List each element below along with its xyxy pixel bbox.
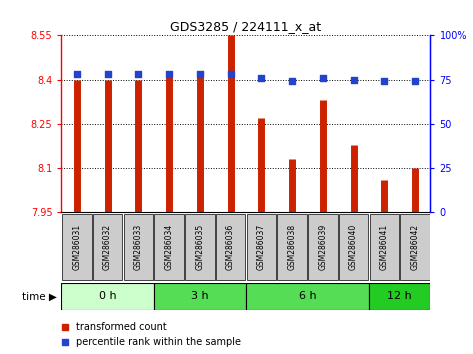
Bar	[62, 214, 92, 280]
Text: 3 h: 3 h	[191, 291, 209, 302]
Bar	[154, 283, 246, 310]
Point	[134, 72, 142, 77]
Text: GSM286032: GSM286032	[103, 224, 112, 270]
Text: GSM286034: GSM286034	[165, 224, 174, 270]
Point	[166, 72, 173, 77]
Title: GDS3285 / 224111_x_at: GDS3285 / 224111_x_at	[170, 20, 322, 33]
Bar	[185, 214, 215, 280]
Text: GSM286038: GSM286038	[288, 224, 297, 270]
Bar	[216, 214, 245, 280]
Bar	[277, 214, 307, 280]
Point	[257, 75, 265, 81]
Bar	[93, 214, 123, 280]
Text: 6 h: 6 h	[298, 291, 316, 302]
Point	[411, 79, 419, 84]
Bar	[246, 283, 369, 310]
Text: time ▶: time ▶	[22, 291, 57, 302]
Text: GSM286037: GSM286037	[257, 224, 266, 270]
Point	[350, 77, 358, 82]
Bar	[61, 283, 154, 310]
Bar	[400, 214, 430, 280]
Text: GSM286033: GSM286033	[134, 224, 143, 270]
Bar	[123, 214, 153, 280]
Text: GSM286041: GSM286041	[380, 224, 389, 270]
Text: GSM286036: GSM286036	[226, 224, 235, 270]
Point	[73, 72, 80, 77]
Text: GSM286042: GSM286042	[411, 224, 420, 270]
Text: percentile rank within the sample: percentile rank within the sample	[76, 337, 241, 347]
Point	[196, 72, 203, 77]
Text: 0 h: 0 h	[99, 291, 116, 302]
Bar	[154, 214, 184, 280]
Text: GSM286039: GSM286039	[318, 224, 327, 270]
Bar	[369, 283, 430, 310]
Point	[227, 72, 235, 77]
Bar	[369, 214, 399, 280]
Point	[319, 75, 326, 81]
Bar	[339, 214, 368, 280]
Point	[380, 79, 388, 84]
Point	[288, 79, 296, 84]
Bar	[308, 214, 338, 280]
Text: 12 h: 12 h	[387, 291, 412, 302]
Bar	[246, 214, 276, 280]
Text: transformed count: transformed count	[76, 322, 167, 332]
Text: GSM286031: GSM286031	[72, 224, 81, 270]
Point	[104, 72, 112, 77]
Text: GSM286035: GSM286035	[195, 224, 204, 270]
Text: GSM286040: GSM286040	[349, 224, 358, 270]
